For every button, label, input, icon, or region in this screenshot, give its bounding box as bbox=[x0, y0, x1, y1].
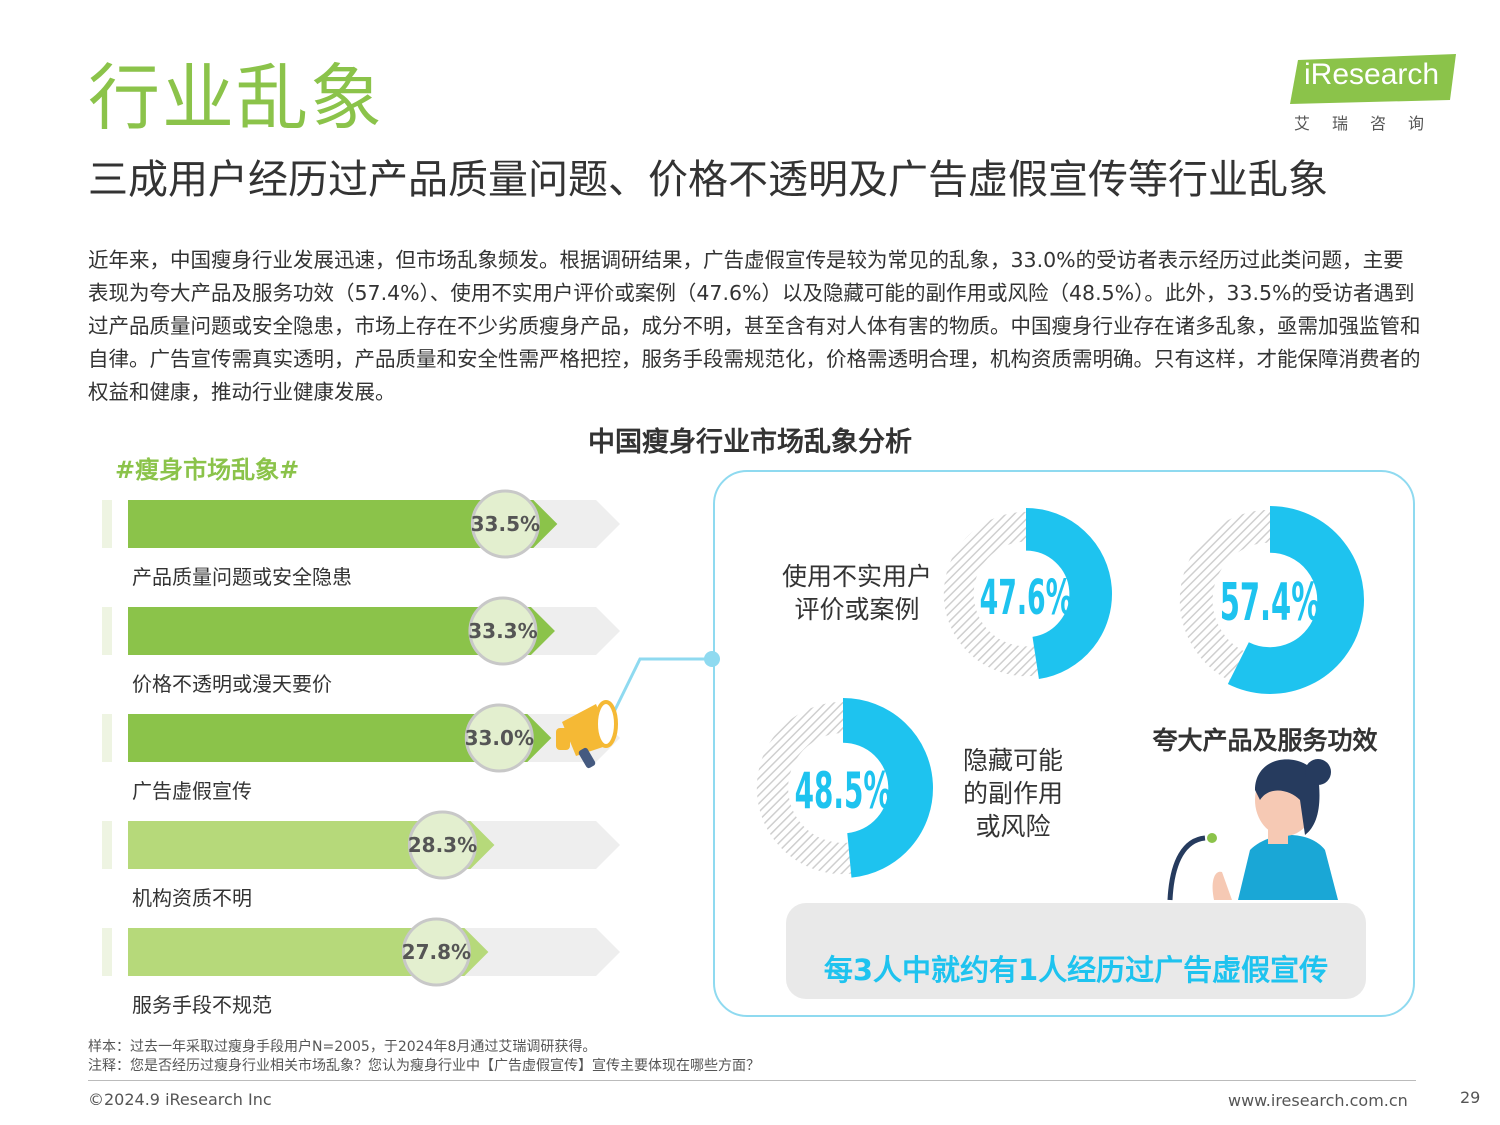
bar bbox=[128, 821, 495, 869]
page-title: 行业乱象 bbox=[88, 56, 385, 140]
bar bbox=[128, 607, 555, 655]
logo-cn-text: 艾瑞咨询 bbox=[1294, 114, 1447, 133]
donut-label-exaggeration: 夸大产品及服务功效 bbox=[1152, 726, 1378, 755]
connector-line bbox=[612, 657, 712, 713]
chart-title-text: 中国瘦身行业市场乱象分析 bbox=[588, 427, 912, 458]
ad-analysis-panel bbox=[713, 470, 1415, 1017]
donut-label-fake-reviews: 使用不实用户 评价或案例 bbox=[772, 560, 942, 626]
label-line: 的副作用 bbox=[962, 779, 1063, 808]
donut-value-label: 57.4% bbox=[1220, 573, 1321, 633]
value-bubble bbox=[401, 917, 471, 987]
donut-slice bbox=[1227, 506, 1364, 694]
bar-value-label: 28.3% bbox=[408, 833, 477, 857]
chart-hashtag: #瘦身市场乱象# bbox=[115, 456, 300, 484]
bar-marker bbox=[102, 500, 112, 548]
bar-marker bbox=[102, 821, 112, 869]
label-line: 使用不实用户 bbox=[781, 562, 932, 591]
question-note: 注释：您是否经历过瘦身行业相关市场乱象？您认为瘦身行业中【广告虚假宣传】宣传主要… bbox=[88, 1058, 760, 1074]
donut-label-hidden-risk: 隐藏可能 的副作用 或风险 bbox=[943, 744, 1083, 843]
page-number: 29 bbox=[1460, 1088, 1481, 1107]
donut-remainder bbox=[756, 701, 852, 875]
bar-row: 33.3% 价格不透明或漫天要价 bbox=[102, 596, 620, 696]
logo-text: iResearch bbox=[1304, 58, 1440, 91]
footnotes: 样本：过去一年采取过瘦身手段用户N=2005，于2024年8月通过艾瑞调研获得。… bbox=[88, 1038, 760, 1076]
bar bbox=[128, 928, 489, 976]
value-bubble bbox=[468, 596, 538, 666]
footer-divider bbox=[88, 1080, 1416, 1081]
value-bubble bbox=[407, 810, 477, 880]
website-link[interactable]: www.iresearch.com.cn bbox=[1228, 1091, 1408, 1110]
bar bbox=[128, 500, 558, 548]
donut-slice bbox=[842, 698, 933, 878]
label-line: 隐藏可能 bbox=[962, 746, 1063, 775]
donut-chart: 48.5% bbox=[756, 698, 933, 878]
donut-slice bbox=[1025, 508, 1112, 680]
label-line: 或风险 bbox=[975, 812, 1051, 841]
bar-category-label: 服务手段不规范 bbox=[132, 993, 272, 1017]
logo-badge-icon bbox=[1290, 54, 1456, 104]
summary-banner-text: 每3人中就约有1人经历过广告虚假宣传 bbox=[823, 953, 1329, 987]
copyright: ©2024.9 iResearch Inc bbox=[88, 1090, 272, 1109]
sample-note: 样本：过去一年采取过瘦身手段用户N=2005，于2024年8月通过艾瑞调研获得。 bbox=[88, 1039, 597, 1055]
donut-value-label: 48.5% bbox=[795, 761, 892, 820]
bar-marker bbox=[102, 714, 112, 762]
bar-value-label: 33.0% bbox=[465, 726, 534, 750]
bar-value-label: 33.5% bbox=[471, 512, 540, 536]
bar-value-label: 33.3% bbox=[468, 619, 537, 643]
chart-title: 中国瘦身行业市场乱象分析 bbox=[0, 420, 1500, 459]
donut-value-label: 47.6% bbox=[980, 571, 1073, 626]
summary-banner: 每3人中就约有1人经历过广告虚假宣传 bbox=[786, 903, 1366, 999]
bar-row: 33.0% 广告虚假宣传 bbox=[102, 703, 620, 803]
connector-dot bbox=[704, 651, 720, 667]
bar-category-label: 机构资质不明 bbox=[132, 886, 252, 910]
bar-category-label: 产品质量问题或安全隐患 bbox=[132, 565, 352, 589]
label-line: 评价或案例 bbox=[794, 595, 920, 624]
bar-category-label: 广告虚假宣传 bbox=[132, 779, 252, 803]
bar-marker bbox=[102, 607, 112, 655]
value-bubble bbox=[464, 703, 534, 773]
iresearch-logo: iResearch 艾瑞咨询 bbox=[1290, 54, 1460, 134]
bar-row: 27.8% 服务手段不规范 bbox=[102, 917, 620, 1017]
bar-category-label: 价格不透明或漫天要价 bbox=[132, 672, 332, 696]
value-bubble bbox=[470, 489, 540, 559]
intro-paragraph: 近年来，中国瘦身行业发展迅速，但市场乱象频发。根据调研结果，广告虚假宣传是较为常… bbox=[88, 248, 1421, 404]
page-subtitle: 三成用户经历过产品质量问题、价格不透明及广告虚假宣传等行业乱象 bbox=[88, 157, 1328, 203]
bar bbox=[128, 714, 552, 762]
donut-remainder bbox=[943, 511, 1039, 677]
bar-marker bbox=[102, 928, 112, 976]
donut-remainder bbox=[1179, 509, 1271, 681]
donut-chart: 47.6% bbox=[943, 508, 1112, 680]
bar-row: 33.5% 产品质量问题或安全隐患 bbox=[102, 489, 620, 589]
megaphone-icon bbox=[556, 700, 618, 769]
donut-chart: 57.4% bbox=[1179, 506, 1364, 694]
bar-value-label: 27.8% bbox=[402, 940, 471, 964]
bar-row: 28.3% 机构资质不明 bbox=[102, 810, 620, 910]
speaker-illustration bbox=[1167, 759, 1338, 901]
